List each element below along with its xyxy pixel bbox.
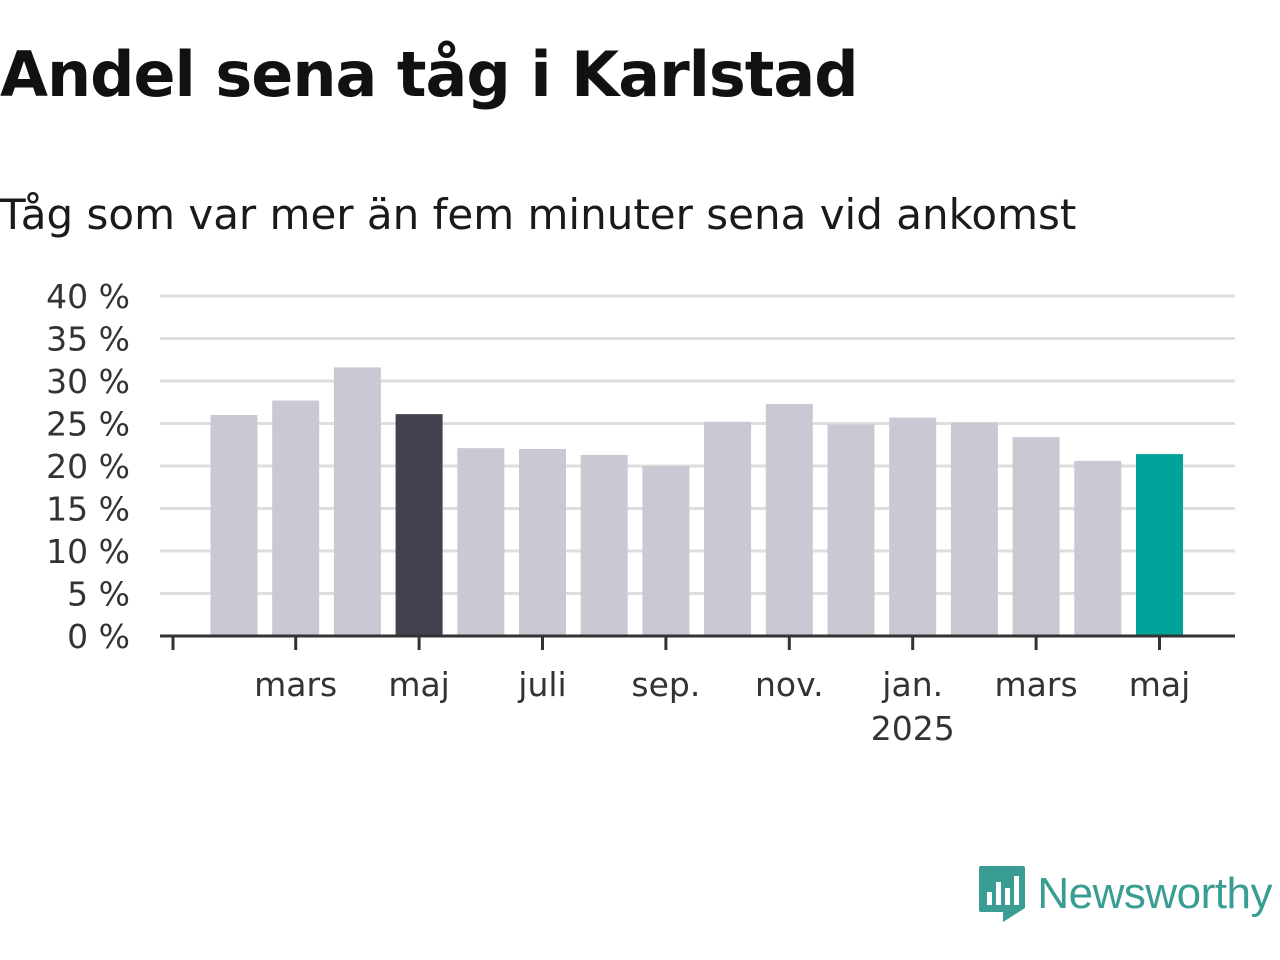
bar-2024-04 <box>333 367 381 636</box>
chart-title: Andel sena tåg i Karlstad <box>0 38 859 111</box>
y-tick-label: 15 % <box>46 490 130 529</box>
x-axis-tick-labels: mars maj juli sep. nov. jan. 2025 mars maj <box>254 665 1190 748</box>
y-tick-label: 35 % <box>46 320 130 359</box>
bar-2024-06 <box>457 448 505 636</box>
grid-lines <box>160 294 1235 595</box>
bar-2025-02 <box>950 422 998 636</box>
bar-2025-04 <box>1074 460 1122 636</box>
x-tick-label: maj <box>1129 665 1191 704</box>
y-tick-label: 5 % <box>67 575 130 614</box>
bar-2024-07 <box>519 449 566 636</box>
y-tick-label: 30 % <box>46 362 130 401</box>
y-tick-label: 20 % <box>46 447 130 486</box>
bars <box>210 367 1183 636</box>
y-tick-label: 10 % <box>46 532 130 571</box>
newsworthy-logo: Newsworthy <box>977 864 1272 924</box>
x-tick-label: maj <box>388 665 450 704</box>
y-tick-label: 40 % <box>46 277 130 316</box>
bar-2024-05 <box>395 414 443 636</box>
bar-2024-02 <box>210 415 258 636</box>
chart-subtitle: Tåg som var mer än fem minuter sena vid … <box>0 190 1077 239</box>
bar-2024-11 <box>765 403 813 636</box>
y-tick-label: 25 % <box>46 405 130 444</box>
bar-2025-05 <box>1136 454 1183 636</box>
bar-chart: 0 %5 %10 %15 %20 %25 %30 %35 %40 % mars m… <box>46 277 1235 748</box>
x-tick-label: jan. <box>881 665 943 704</box>
x-tick-year-label: 2025 <box>871 709 955 748</box>
bar-2024-12 <box>827 424 875 636</box>
x-tick-label: mars <box>995 665 1078 704</box>
bar-2024-10 <box>704 421 752 636</box>
newsworthy-chart-icon <box>979 866 1026 922</box>
x-tick-label: juli <box>517 665 566 704</box>
x-tick-label: mars <box>254 665 337 704</box>
bar-2024-08 <box>580 454 628 636</box>
x-axis <box>160 634 1235 650</box>
y-tick-label: 0 % <box>67 617 130 656</box>
y-axis-tick-labels: 0 %5 % 10 %15 % 20 %25 % 30 %35 % 40 % <box>46 277 130 656</box>
bar-2024-09 <box>642 466 690 636</box>
bar-2025-03 <box>1012 437 1060 636</box>
bar-2025-01 <box>889 417 937 636</box>
logo-text: Newsworthy <box>1037 869 1272 918</box>
x-tick-label: sep. <box>631 665 700 704</box>
x-tick-label: nov. <box>755 665 824 704</box>
bar-2024-03 <box>272 400 320 636</box>
